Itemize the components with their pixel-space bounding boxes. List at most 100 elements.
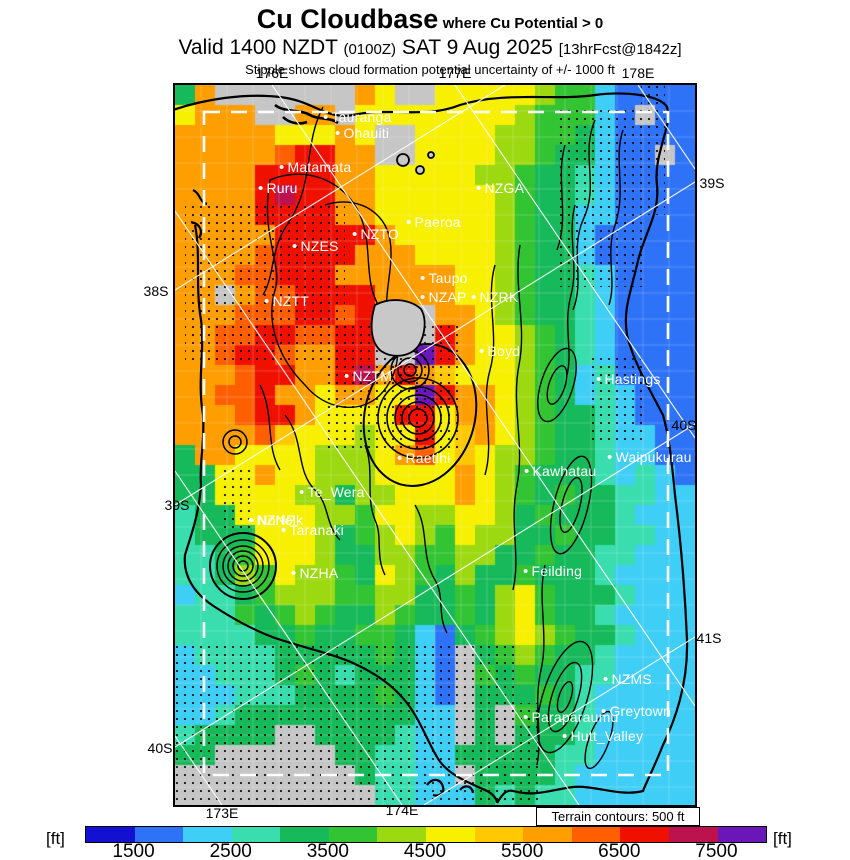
station-name: NZHA [299, 565, 339, 581]
station-name: NZTO [360, 226, 400, 242]
station-labels: • Tauranga • Ohauiti • Matamata • Ruru • NZGA • Pae… [175, 85, 695, 805]
station-name: NZRK [479, 289, 519, 305]
colorbar-segment [620, 827, 669, 842]
station-dot: • [420, 289, 426, 306]
axis-label-bottom-173e: 173E [205, 805, 239, 821]
station-label-nzes: • NZES [292, 238, 339, 255]
terrain-contours [209, 106, 624, 770]
graticule-lines [175, 85, 695, 805]
station-label-hutt_valley: • Hutt_Valley [562, 728, 643, 745]
station-dot: • [471, 289, 477, 306]
graticule-line [175, 470, 403, 805]
station-dot: • [248, 512, 254, 529]
station-name: Te_Wera [307, 484, 365, 500]
station-label-greytown: • Greytown [601, 703, 671, 720]
station-dot: • [603, 671, 609, 688]
station-name: NZGA [484, 180, 525, 196]
colorbar-tick-6500: 6500 [598, 841, 641, 860]
station-dot: • [291, 565, 297, 582]
colorbar-tick-2500: 2500 [209, 841, 252, 860]
station-label-nzrk: • NZRK [471, 289, 518, 306]
graticule-line [175, 735, 223, 805]
valid-date: SAT 9 Aug 2025 [401, 36, 553, 59]
station-dot: • [562, 728, 568, 745]
colorbar-segment [134, 827, 184, 842]
station-label-hastings: • Hastings [596, 371, 661, 388]
station-label-norfolk: • Norfolk [249, 512, 303, 529]
station-label-boyd: • Boyd [479, 343, 520, 360]
station-dot: • [476, 180, 482, 197]
station-dot: • [292, 238, 298, 255]
station-label-raetihi: • Raetihi [397, 450, 450, 467]
station-name: NZNP [256, 512, 296, 528]
graticule-line [423, 636, 695, 805]
station-dot: • [607, 449, 613, 466]
station-name: Norfolk [257, 512, 304, 528]
station-label-kawhatau: • Kawhatau [524, 463, 596, 480]
map-frame: • Tauranga • Ohauiti • Matamata • Ruru • NZGA • Pae… [173, 83, 697, 807]
station-label-taupo: • Taupo [420, 270, 468, 287]
lake-taupo [370, 299, 426, 357]
main-title: Cu Cloudbase where Cu Potential > 0 [0, 4, 850, 35]
colorbar-segment [86, 827, 135, 842]
axis-label-top-176e: 176E [255, 65, 289, 81]
station-label-nzms: • NZMS [603, 671, 652, 688]
station-dot: • [249, 512, 255, 529]
station-dot: • [335, 125, 341, 142]
station-name: NZAP [428, 289, 467, 305]
station-label-nztm: • NZTM [344, 368, 392, 385]
graticule-line [175, 85, 506, 291]
station-dot: • [344, 368, 350, 385]
station-name: Tauranga [331, 109, 392, 125]
station-name: NZMS [611, 671, 652, 687]
stipple-regions [175, 85, 665, 805]
station-label-nzto: • NZTO [352, 226, 399, 243]
station-dot: • [258, 180, 264, 197]
colorbar-segment [474, 827, 524, 842]
station-label-nznp: • NZNP [248, 512, 295, 529]
station-name: Paraparaumu [531, 709, 619, 725]
terrain-note: Terrain contours: 500 ft [536, 807, 700, 826]
colorbar-tick-4500: 4500 [403, 841, 447, 860]
station-name: NZTM [352, 368, 393, 384]
station-name: Waipukurau [615, 449, 692, 465]
station-label-nzap: • NZAP [420, 289, 467, 306]
title-block: Cu Cloudbase where Cu Potential > 0 Vali… [0, 4, 850, 77]
axis-label-top-178e: 178E [621, 65, 655, 81]
station-label-nzha: • NZHA [291, 565, 338, 582]
legend-unit-left: [ft] [46, 829, 65, 848]
station-dot: • [406, 214, 412, 231]
title-main: Cu Cloudbase [256, 4, 439, 34]
graticule-line [454, 85, 695, 439]
station-label-taranaki: • Taranaki [281, 522, 344, 539]
station-name: Ohauiti [343, 125, 390, 141]
station-dot: • [279, 159, 285, 176]
station-name: Greytown [609, 703, 671, 719]
station-dot: • [601, 703, 607, 720]
lake-rotorua [396, 153, 410, 167]
station-label-paraparaumu: • Paraparaumu [523, 709, 618, 726]
station-dot: • [264, 293, 270, 310]
station-dot: • [299, 484, 305, 501]
valid-zulu: (0100Z) [343, 41, 396, 58]
graticule-line [175, 210, 580, 805]
station-name: Taupo [428, 270, 468, 286]
station-label-tauranga: • Tauranga [323, 109, 391, 126]
station-name: Hastings [604, 371, 661, 387]
station-name: Boyd [487, 343, 521, 359]
station-dot: • [479, 343, 485, 360]
station-name: Taranaki [289, 522, 344, 538]
station-dot: • [523, 709, 529, 726]
colorbar-tick-7500: 7500 [695, 841, 738, 860]
station-dot: • [524, 463, 530, 480]
domain-boundary-dashed [202, 110, 670, 777]
axis-label-right-40s: 40S [671, 417, 697, 433]
map-overlay [175, 85, 695, 805]
station-name: Hutt_Valley [570, 728, 644, 744]
station-dot: • [523, 563, 529, 580]
station-dot: • [352, 226, 358, 243]
station-label-waipukurau: • Waipukurau [607, 449, 692, 466]
axis-label-top-177e: 177E [438, 65, 472, 81]
station-label-feilding: • Feilding [523, 563, 582, 580]
axis-label-right-39s: 39S [699, 175, 725, 191]
